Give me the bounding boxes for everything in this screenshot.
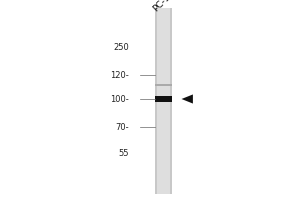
Bar bbox=[155, 96, 172, 102]
Bar bbox=[155, 8, 172, 194]
Polygon shape bbox=[182, 94, 193, 104]
Bar bbox=[155, 84, 172, 86]
Text: PC-12: PC-12 bbox=[151, 0, 176, 13]
Text: 120-: 120- bbox=[110, 71, 129, 79]
Text: 250: 250 bbox=[113, 44, 129, 52]
Bar bbox=[157, 8, 170, 194]
Text: 55: 55 bbox=[118, 148, 129, 158]
Text: 70-: 70- bbox=[116, 122, 129, 132]
Text: 100-: 100- bbox=[110, 95, 129, 104]
